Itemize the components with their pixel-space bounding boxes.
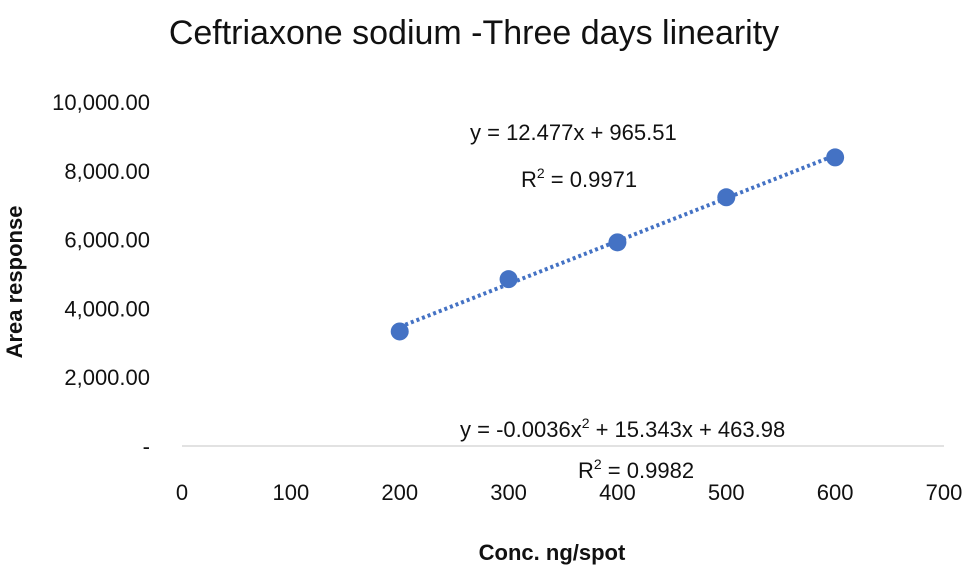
x-tick-label: 200 xyxy=(381,480,418,505)
y-axis-title: Area response xyxy=(2,206,27,359)
x-tick-label: 500 xyxy=(708,480,745,505)
polynomial-equation: y = -0.0036x2 + 15.343x + 463.98 xyxy=(460,415,785,442)
x-tick-label: 100 xyxy=(272,480,309,505)
x-tick-label: 400 xyxy=(599,480,636,505)
chart-title: Ceftriaxone sodium -Three days linearity xyxy=(169,14,779,52)
data-point xyxy=(390,322,409,341)
y-tick-label: 4,000.00 xyxy=(64,296,150,321)
data-points xyxy=(390,148,845,341)
y-tick-label: 8,000.00 xyxy=(64,159,150,184)
x-tick-labels: 0 100 200 300 400 500 600 700 xyxy=(176,480,962,505)
x-tick-label: 300 xyxy=(490,480,527,505)
y-tick-label: 6,000.00 xyxy=(64,228,150,253)
y-tick-labels: - 2,000.00 4,000.00 6,000.00 8,000.00 10,000.… xyxy=(52,90,150,459)
polynomial-r-squared: R2 = 0.9982 xyxy=(578,456,694,483)
x-tick-label: 0 xyxy=(176,480,188,505)
linear-r-squared: R2 = 0.9971 xyxy=(521,165,637,192)
data-point xyxy=(717,188,736,207)
data-point xyxy=(499,270,518,289)
data-point xyxy=(608,233,627,252)
y-tick-label: 10,000.00 xyxy=(52,90,150,115)
y-tick-label: 2,000.00 xyxy=(64,365,150,390)
x-tick-label: 700 xyxy=(926,480,963,505)
x-axis-title: Conc. ng/spot xyxy=(479,540,626,565)
y-tick-label: - xyxy=(143,434,150,459)
data-point xyxy=(826,148,845,167)
linear-equation: y = 12.477x + 965.51 xyxy=(470,120,677,145)
x-tick-label: 600 xyxy=(817,480,854,505)
